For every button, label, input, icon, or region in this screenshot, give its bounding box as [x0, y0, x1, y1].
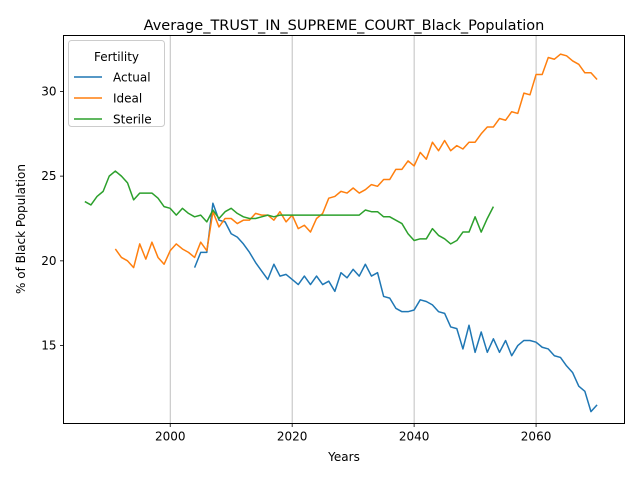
x-tick-label: 2060 — [521, 430, 552, 444]
legend-label-actual: Actual — [113, 71, 151, 85]
x-axis-label: Years — [327, 450, 360, 464]
series-line-sterile — [84, 170, 495, 245]
plot-frame — [63, 35, 625, 424]
series-line-ideal — [114, 53, 598, 269]
y-tick-label: 20 — [41, 254, 56, 268]
series-lines — [84, 53, 598, 413]
y-axis-ticks: 15 20 25 30 — [41, 84, 64, 353]
y-tick-label: 25 — [41, 169, 56, 183]
y-tick-label: 15 — [41, 339, 56, 353]
x-tick-label: 2000 — [155, 430, 186, 444]
y-tick-label: 30 — [41, 84, 56, 98]
series-line-actual — [193, 202, 598, 413]
legend-label-sterile: Sterile — [113, 113, 152, 127]
y-axis-label: % of Black Population — [14, 164, 28, 294]
legend-label-ideal: Ideal — [113, 92, 142, 106]
legend-title: Fertility — [94, 50, 139, 64]
x-tick-label: 2020 — [277, 430, 308, 444]
x-axis-ticks: 2000 2020 2040 2060 — [155, 423, 552, 444]
gridlines — [169, 35, 537, 424]
chart-title: Average_TRUST_IN_SUPREME_COURT_Black_Pop… — [144, 18, 545, 34]
legend: Fertility Actual Ideal Sterile — [68, 40, 165, 127]
legend-box — [68, 40, 165, 127]
x-tick-label: 2040 — [399, 430, 430, 444]
